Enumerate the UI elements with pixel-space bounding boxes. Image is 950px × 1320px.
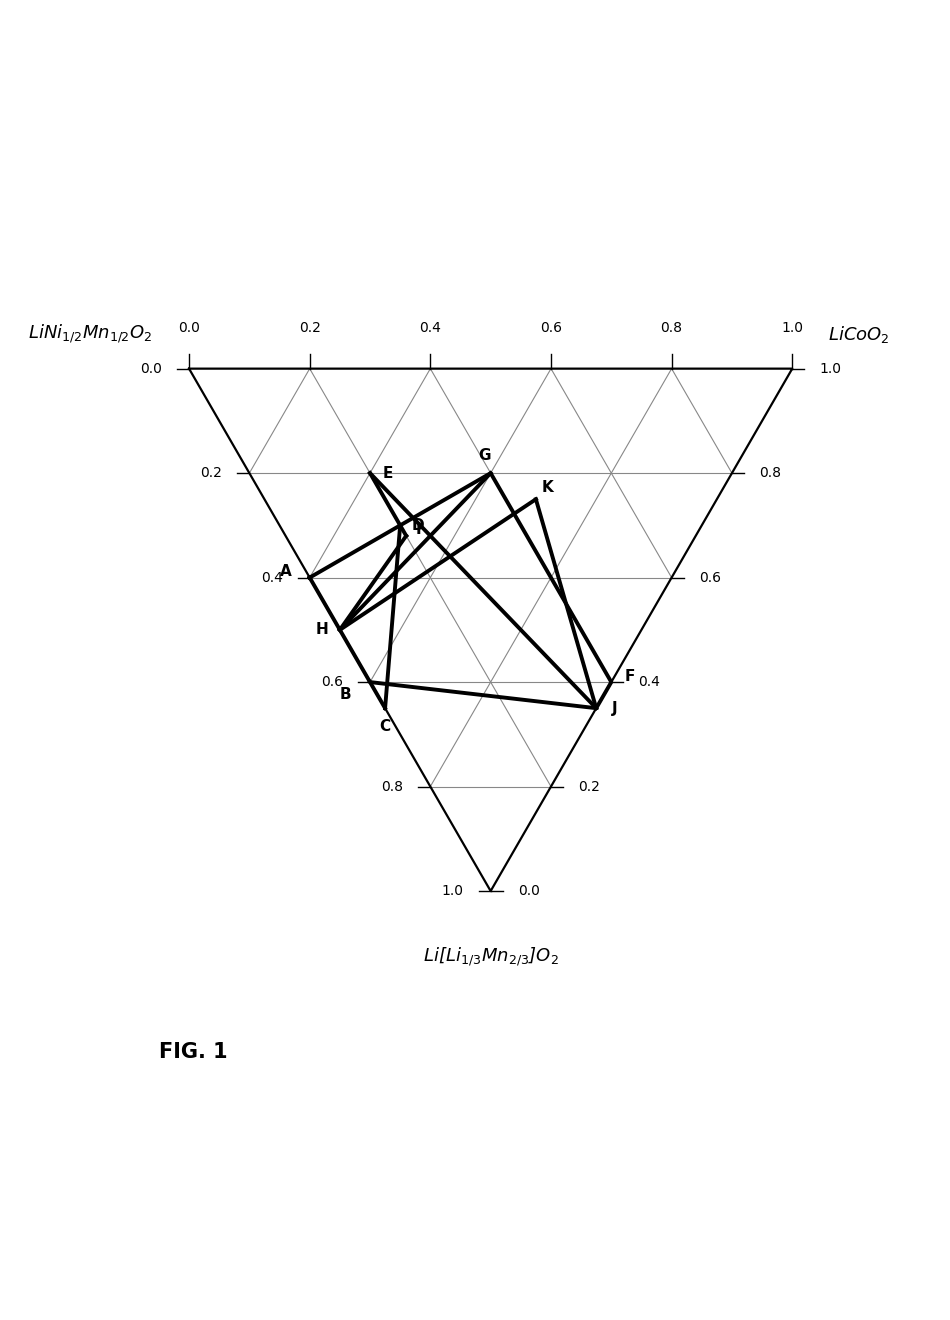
Text: D: D [412, 517, 425, 533]
Text: 1.0: 1.0 [442, 884, 464, 898]
Text: LiCoO$_2$: LiCoO$_2$ [828, 323, 890, 345]
Text: LiNi$_{1/2}$Mn$_{1/2}$O$_2$: LiNi$_{1/2}$Mn$_{1/2}$O$_2$ [28, 322, 153, 345]
Text: H: H [315, 622, 328, 638]
Text: C: C [380, 719, 390, 734]
Text: 0.0: 0.0 [518, 884, 540, 898]
Text: 0.8: 0.8 [759, 466, 781, 480]
Text: 1.0: 1.0 [781, 322, 804, 335]
Text: 0.2: 0.2 [200, 466, 222, 480]
Text: Li[Li$_{1/3}$Mn$_{2/3}$]O$_2$: Li[Li$_{1/3}$Mn$_{2/3}$]O$_2$ [423, 945, 559, 968]
Text: B: B [340, 686, 352, 702]
Text: 0.4: 0.4 [638, 675, 660, 689]
Text: 0.4: 0.4 [419, 322, 441, 335]
Text: 0.4: 0.4 [260, 570, 282, 585]
Text: FIG. 1: FIG. 1 [159, 1041, 227, 1061]
Text: 0.8: 0.8 [381, 780, 403, 793]
Text: 1.0: 1.0 [820, 362, 842, 376]
Text: I: I [415, 523, 421, 537]
Text: 0.0: 0.0 [140, 362, 162, 376]
Text: K: K [542, 479, 554, 495]
Text: 0.2: 0.2 [298, 322, 320, 335]
Text: 0.0: 0.0 [178, 322, 200, 335]
Text: F: F [624, 668, 635, 684]
Text: E: E [383, 466, 393, 480]
Text: 0.2: 0.2 [579, 780, 600, 793]
Text: J: J [612, 701, 618, 715]
Text: 0.6: 0.6 [699, 570, 721, 585]
Text: 0.6: 0.6 [321, 675, 343, 689]
Text: 0.6: 0.6 [540, 322, 562, 335]
Text: 0.8: 0.8 [660, 322, 683, 335]
Text: A: A [279, 564, 292, 579]
Text: G: G [479, 447, 491, 462]
